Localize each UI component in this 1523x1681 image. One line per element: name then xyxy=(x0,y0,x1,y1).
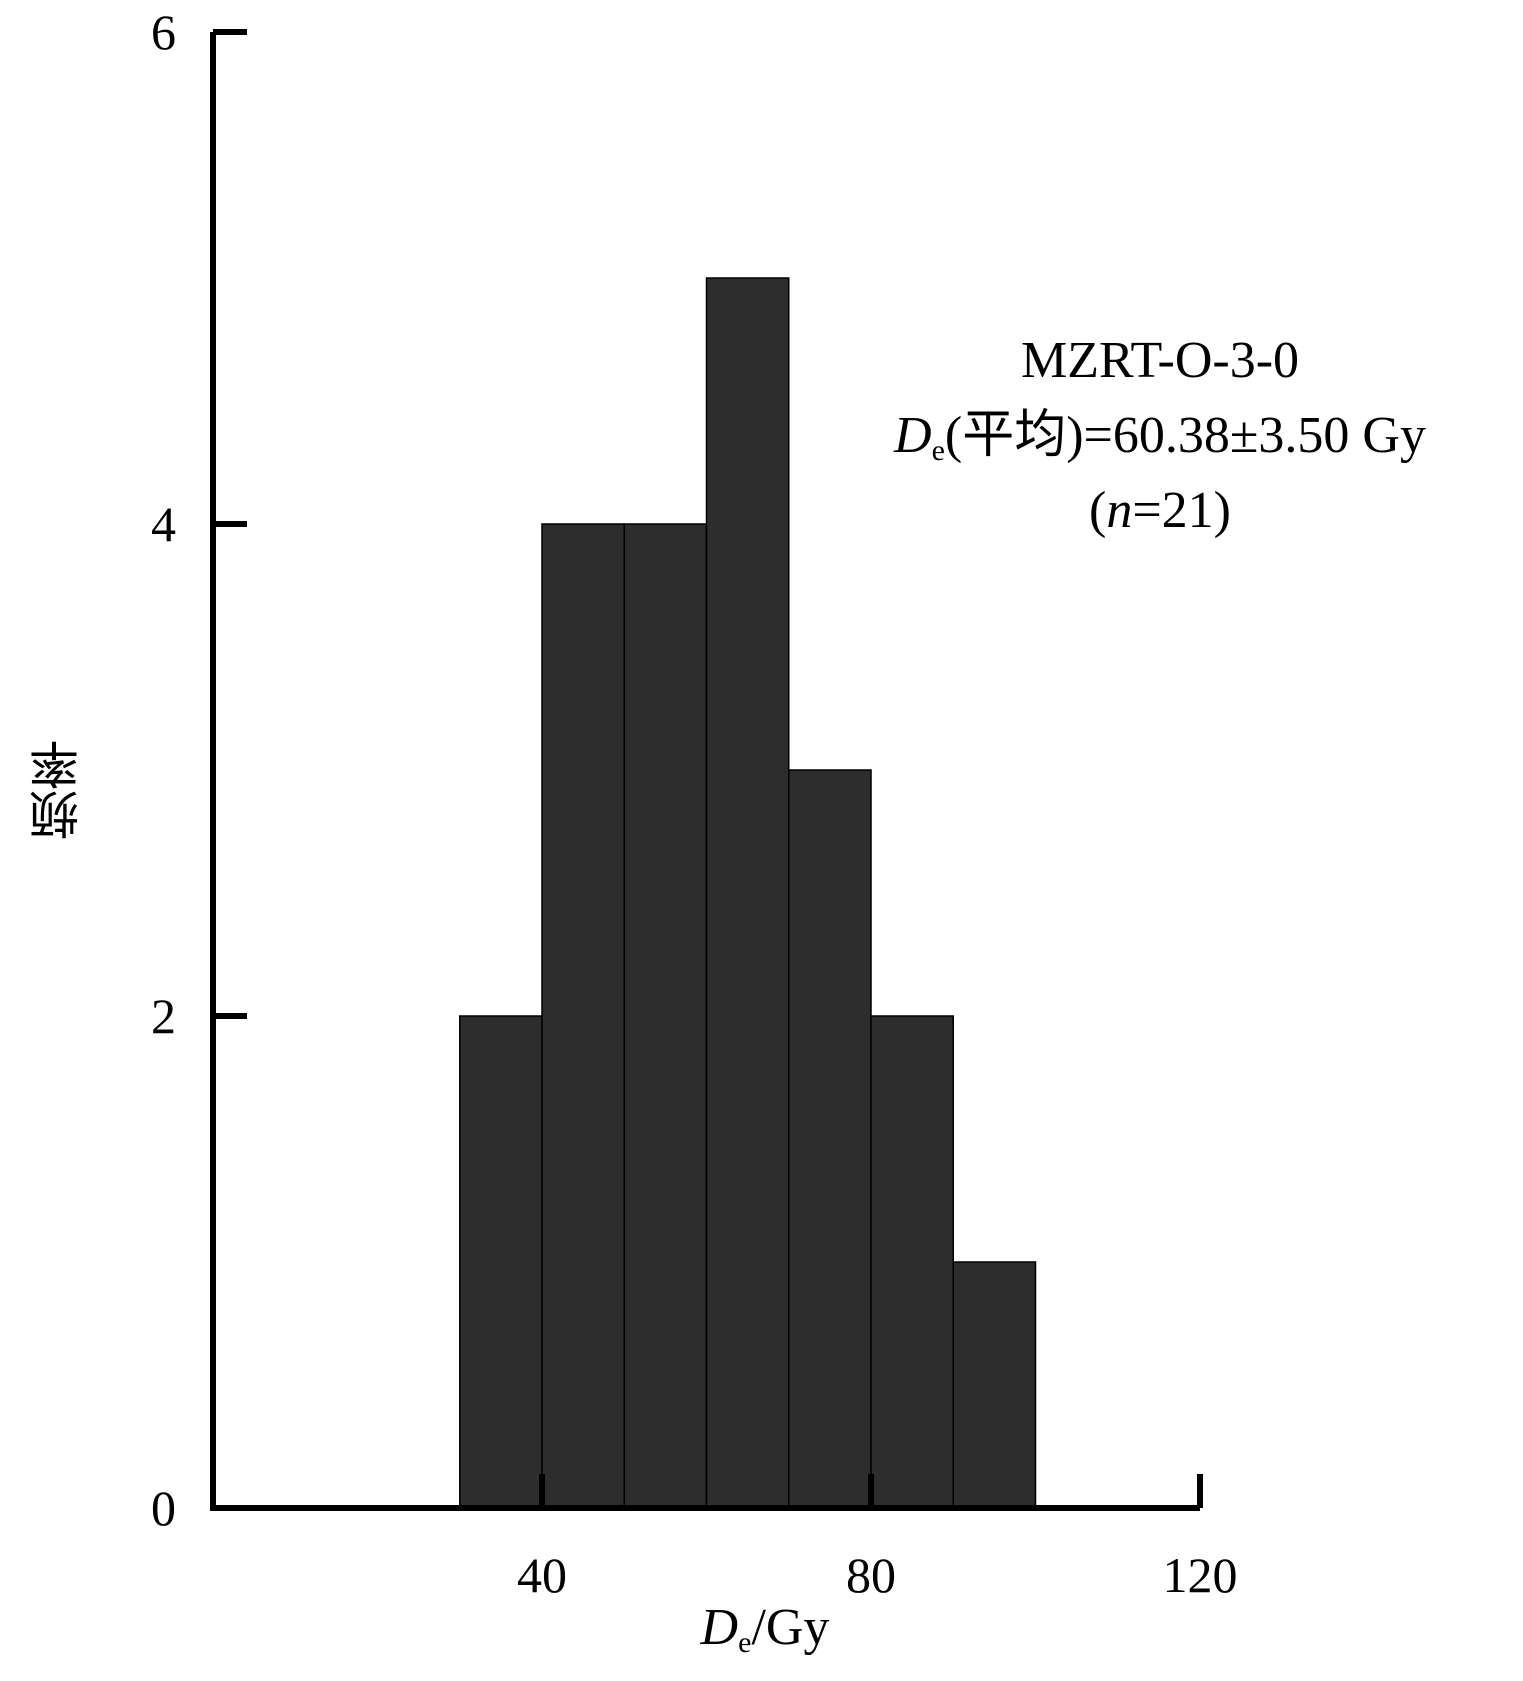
ticks-layer: 0 2 4 6 40 80 120 xyxy=(151,4,1238,1603)
histogram-bar-0 xyxy=(459,1015,543,1509)
histogram-bar-4 xyxy=(788,769,872,1509)
histogram-bar-2 xyxy=(623,523,708,1509)
y-tick-label-4: 4 xyxy=(151,496,176,552)
x-tick-label-40: 40 xyxy=(517,1547,567,1603)
annotation-mean-value: (平均)=60.38±3.50 Gy xyxy=(944,407,1426,464)
histogram-bar-3 xyxy=(705,277,790,1509)
y-tick-label-6: 6 xyxy=(151,4,176,60)
x-axis-label-symbol: D xyxy=(700,1599,739,1656)
x-tick-label-120: 120 xyxy=(1163,1547,1238,1603)
y-tick-label-2: 2 xyxy=(151,988,176,1044)
x-axis-label-unit: /Gy xyxy=(751,1599,830,1656)
annotation-mean-subscript: e xyxy=(931,434,945,467)
annotation-mean-symbol: D xyxy=(894,407,932,464)
annotation-count-open: ( xyxy=(1089,482,1107,539)
annotation-count-line: (n=21) xyxy=(830,485,1490,537)
x-axis-label: De/Gy xyxy=(600,1598,930,1660)
annotation-count-symbol: n xyxy=(1106,482,1133,539)
annotation-mean-line: De(平均)=60.38±3.50 Gy xyxy=(830,410,1490,466)
x-axis-label-subscript: e xyxy=(738,1626,752,1659)
annotation-count-value: =21) xyxy=(1132,482,1231,539)
histogram-bar-1 xyxy=(541,523,625,1509)
histogram-bar-5 xyxy=(870,1015,954,1509)
histogram-bar-6 xyxy=(952,1261,1037,1509)
y-tick-label-0: 0 xyxy=(151,1480,176,1536)
x-tick-label-80: 80 xyxy=(846,1547,896,1603)
axes-layer xyxy=(210,32,1200,1511)
y-axis-label: 频率 xyxy=(29,740,87,840)
annotation-sample-id: MZRT-O-3-0 xyxy=(1020,332,1300,389)
bars-layer xyxy=(459,277,1037,1509)
